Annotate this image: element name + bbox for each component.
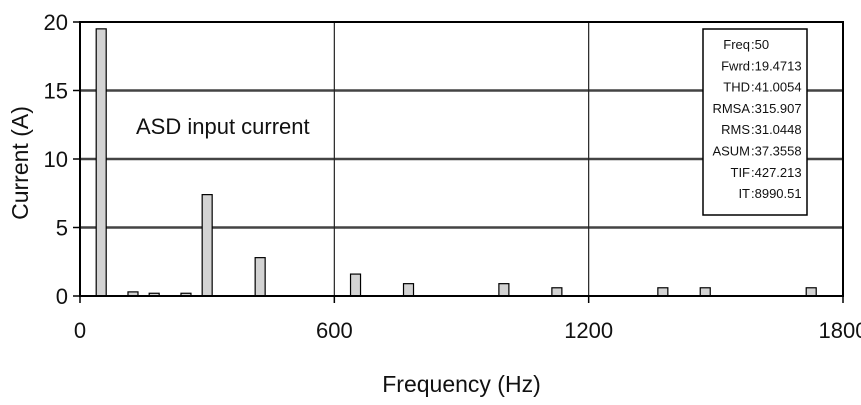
bar (551, 287, 563, 297)
stat-label: RMS (721, 122, 750, 137)
bar (201, 194, 213, 297)
stat-label: RMSA (712, 101, 750, 116)
bar (254, 257, 266, 297)
stat-value: :50 (751, 37, 769, 52)
y-tick-label: 5 (56, 216, 68, 241)
x-tick-label: 1800 (819, 318, 861, 343)
y-tick-label: 0 (56, 284, 68, 309)
y-axis-title: Current (A) (7, 106, 33, 220)
y-tick-label: 15 (44, 79, 68, 104)
stat-value: :19.4713 (751, 58, 802, 73)
stats-lines: Freq:50Fwrd:19.4713THD:41.0054RMSA:315.9… (712, 37, 801, 201)
stat-value: :315.907 (751, 101, 802, 116)
bar (657, 287, 669, 297)
stat-label: IT (738, 186, 750, 201)
bar (402, 283, 415, 297)
stat-value: :427.213 (751, 165, 802, 180)
axis-ticks: 0 5 10 15 20 0 600 1200 1800 (44, 10, 861, 343)
stat-label: Fwrd (721, 58, 750, 73)
stat-value: :8990.51 (751, 186, 802, 201)
stat-label: ASUM (712, 144, 750, 159)
bar (349, 273, 362, 297)
y-tick-label: 10 (44, 147, 68, 172)
stat-value: :37.3558 (751, 144, 802, 159)
bar (699, 287, 711, 297)
x-tick-label: 0 (74, 318, 86, 343)
stat-label: THD (723, 80, 750, 95)
bar (498, 283, 510, 297)
y-tick-label: 20 (44, 10, 68, 35)
stat-value: :31.0448 (751, 122, 802, 137)
stat-value: :41.0054 (751, 80, 802, 95)
bar (805, 287, 817, 297)
stat-label: TIF (731, 165, 751, 180)
stats-box-frame (702, 28, 808, 216)
stat-label: Freq (723, 37, 750, 52)
x-tick-label: 1200 (564, 318, 613, 343)
stats-box: Freq:50Fwrd:19.4713THD:41.0054RMSA:315.9… (702, 28, 808, 216)
series-annotation: ASD input current (136, 114, 310, 139)
x-axis-title: Frequency (Hz) (382, 371, 540, 397)
x-tick-label: 600 (316, 318, 353, 343)
bar (95, 28, 107, 297)
